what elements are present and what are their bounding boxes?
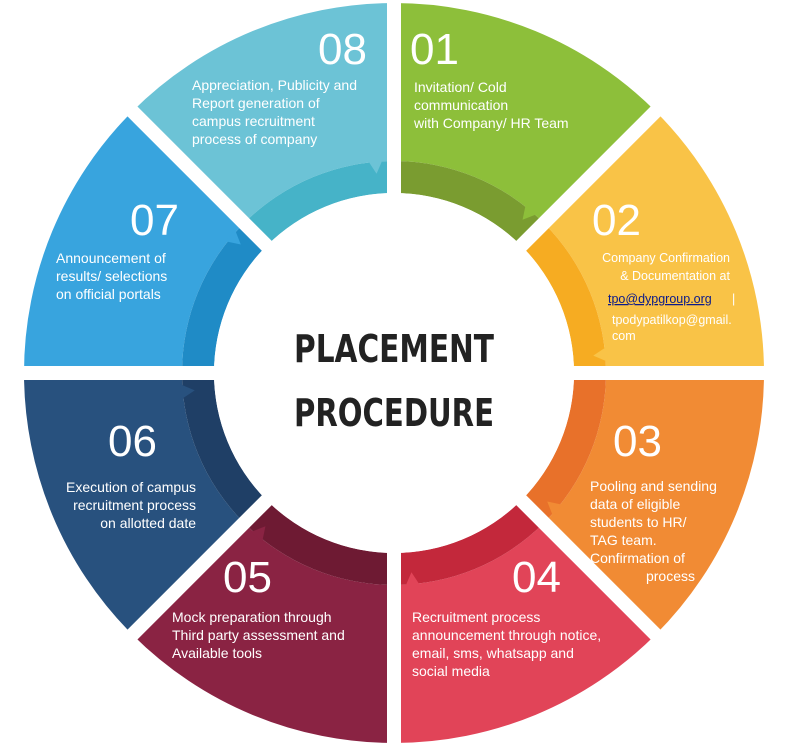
center-title-line1: PLACEMENT [294, 327, 494, 371]
step-07-number: 07 [130, 196, 179, 245]
step-02: 02 Company Confirmation & Documentation … [592, 196, 735, 343]
notch-07 [225, 229, 241, 245]
step-02-email-secondary-line-1: tpodypatilkop@gmail. [612, 313, 732, 327]
step-03-text-line-2: data of eligible [590, 496, 681, 512]
step-05-text-line-1: Mock preparation through [172, 609, 332, 625]
step-07-text-line-1: Announcement of [56, 250, 166, 266]
step-05-text-line-3: Available tools [172, 645, 262, 661]
step-06-text-line-2: recruitment process [73, 497, 196, 513]
step-08-text-line-3: campus recruitment [192, 113, 315, 129]
step-04-text-line-4: social media [412, 663, 490, 679]
step-01-number: 01 [410, 25, 459, 74]
step-06-text-line-1: Execution of campus [66, 479, 196, 495]
step-04-text-line-2: announcement through notice, [412, 627, 601, 643]
inner-band-08 [244, 161, 394, 246]
inner-band-07 [182, 223, 267, 373]
step-07-text-line-3: on official portals [56, 286, 161, 302]
step-04-text-line-1: Recruitment process [412, 609, 540, 625]
notch-08 [367, 159, 383, 174]
step-01: 01 Invitation/ Cold communication with C… [410, 25, 569, 131]
notch-03 [547, 501, 563, 517]
step-03: 03 Pooling and sending data of eligible … [590, 417, 717, 584]
step-03-text-line-1: Pooling and sending [590, 478, 717, 494]
notch-04 [405, 572, 421, 587]
step-05: 05 Mock preparation through Third party … [172, 553, 345, 661]
step-02-email-link[interactable]: tpo@dypgroup.org [608, 292, 712, 306]
step-07-text-line-2: results/ selections [56, 268, 167, 284]
notch-01 [522, 204, 538, 220]
step-04-text-line-3: email, sms, whatsapp and [412, 645, 574, 661]
center-circle [214, 193, 574, 553]
step-06: 06 Execution of campus recruitment proce… [66, 417, 196, 531]
step-02-email-secondary-line-2: com [612, 329, 636, 343]
inner-band-02 [521, 223, 606, 373]
notch-02 [593, 346, 608, 362]
step-03-text-line-4: TAG team. [590, 532, 657, 548]
step-01-text-line-2: communication [414, 97, 508, 113]
notch-05 [250, 526, 266, 542]
center-title-line2: PROCEDURE [294, 391, 494, 435]
step-08-number: 08 [318, 25, 367, 74]
inner-band-06 [182, 373, 267, 523]
step-03-text-line-6: process [646, 568, 695, 584]
step-08-text-line-1: Appreciation, Publicity and [192, 77, 357, 93]
step-05-text-line-2: Third party assessment and [172, 627, 345, 643]
step-05-number: 05 [223, 553, 272, 602]
step-03-text-line-3: students to HR/ [590, 514, 687, 530]
step-03-number: 03 [613, 417, 662, 466]
step-08: 08 Appreciation, Publicity and Report ge… [192, 25, 367, 147]
inner-ring-layer [180, 159, 608, 587]
step-06-number: 06 [108, 417, 157, 466]
step-02-text-line-2: & Documentation at [620, 269, 730, 283]
notch-06 [180, 384, 195, 400]
step-01-text-line-3: with Company/ HR Team [413, 115, 569, 131]
step-02-number: 02 [592, 196, 641, 245]
step-01-text-line-1: Invitation/ Cold [414, 79, 507, 95]
inner-band-03 [521, 373, 606, 523]
step-02-email-separator: | [732, 292, 735, 306]
step-04-number: 04 [512, 553, 561, 602]
step-03-text-line-5: Confirmation of [590, 550, 685, 566]
step-08-text-line-4: process of company [192, 131, 317, 147]
inner-band-05 [244, 500, 394, 585]
inner-band-04 [394, 500, 544, 585]
step-04: 04 Recruitment process announcement thro… [412, 553, 601, 679]
inner-band-01 [394, 161, 544, 246]
step-07: 07 Announcement of results/ selections o… [56, 196, 179, 302]
step-06-text-line-3: on allotted date [100, 515, 196, 531]
step-08-text-line-2: Report generation of [192, 95, 320, 111]
step-02-text-line-1: Company Confirmation [602, 251, 730, 265]
